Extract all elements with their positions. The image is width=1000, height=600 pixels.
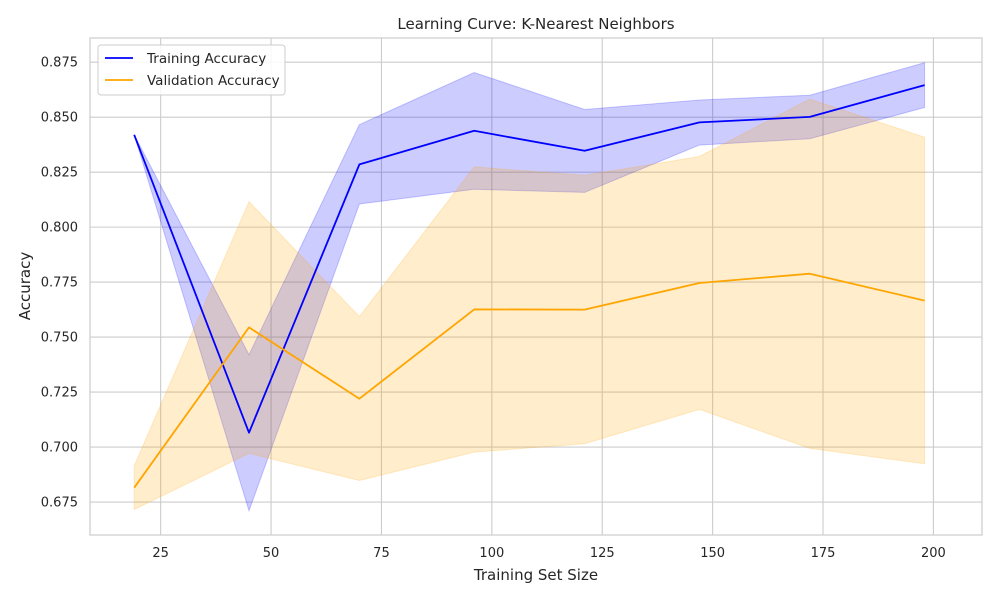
chart-title: Learning Curve: K-Nearest Neighbors xyxy=(397,15,674,33)
training-accuracy-line xyxy=(133,84,925,434)
y-tick-label: 0.725 xyxy=(41,386,78,401)
x-tick-label: 25 xyxy=(152,546,169,561)
legend: Training Accuracy Validation Accuracy xyxy=(97,44,286,96)
x-tick-label: 200 xyxy=(921,546,946,561)
x-tick-label: 175 xyxy=(811,546,836,561)
y-tick-label: 0.700 xyxy=(41,441,78,456)
x-tick-label: 75 xyxy=(373,546,390,561)
y-tick-label: 0.850 xyxy=(41,111,78,126)
x-tick-label: 100 xyxy=(479,546,504,561)
series-lines xyxy=(133,84,925,489)
x-tick-label: 125 xyxy=(590,546,615,561)
plot-frame xyxy=(89,37,983,536)
x-tick-labels: 25 50 75 100 125 150 175 200 xyxy=(152,546,945,561)
y-tick-label: 0.750 xyxy=(41,331,78,346)
y-tick-label: 0.875 xyxy=(41,56,78,71)
validation-confidence-band xyxy=(133,98,926,511)
y-axis-label: Accuracy xyxy=(16,252,34,321)
y-tick-labels: 0.675 0.700 0.725 0.750 0.775 0.800 0.825 0.850… xyxy=(41,56,78,511)
x-tick-label: 150 xyxy=(700,546,725,561)
y-tick-label: 0.825 xyxy=(41,166,78,181)
validation-accuracy-line xyxy=(133,272,925,489)
legend-label-validation: Validation Accuracy xyxy=(147,73,280,89)
plot-area xyxy=(90,38,982,535)
x-tick-label: 50 xyxy=(263,546,280,561)
legend-box xyxy=(97,44,286,96)
y-tick-label: 0.800 xyxy=(41,221,78,236)
legend-label-training: Training Accuracy xyxy=(146,51,266,67)
grid-lines xyxy=(90,38,982,535)
y-tick-label: 0.675 xyxy=(41,496,78,511)
x-axis-label: Training Set Size xyxy=(473,566,598,584)
y-tick-label: 0.775 xyxy=(41,276,78,291)
